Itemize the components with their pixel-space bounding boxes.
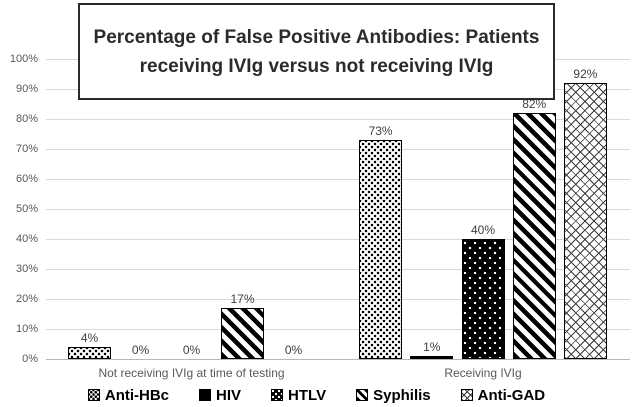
legend-item-htlv: HTLV — [271, 387, 326, 404]
y-axis-tick-label: 100% — [9, 53, 38, 65]
hiv-pattern-swatch-icon — [199, 389, 212, 401]
bar-slot: 0% — [115, 59, 166, 359]
bar-slot: 40% — [457, 59, 508, 359]
x-axis-category-label: Not receiving IVIg at time of testing — [98, 366, 285, 380]
syphilis-pattern-swatch-icon — [356, 389, 369, 401]
chart-title-box: Percentage of False Positive Antibodies:… — [78, 3, 555, 100]
bar-slot: 17% — [217, 59, 268, 359]
bar-value-label: 4% — [80, 331, 99, 345]
y-axis-tick-label: 40% — [15, 233, 38, 245]
bar-syphilis — [221, 308, 264, 359]
legend-label: Syphilis — [373, 386, 431, 404]
legend-label: HIV — [216, 386, 242, 404]
gridline — [46, 329, 630, 330]
y-axis-tick-label: 0% — [22, 353, 38, 365]
gridline — [46, 149, 630, 150]
legend-item-anti-gad: Anti-GAD — [460, 386, 546, 404]
legend-label: Anti-GAD — [477, 386, 546, 404]
bar-slot: 92% — [560, 59, 611, 359]
bar-value-label: 17% — [230, 292, 255, 306]
bar-value-label: 40% — [470, 223, 496, 237]
bar-anti-hbc — [68, 347, 111, 359]
bar-value-label: 0% — [131, 343, 150, 357]
bar-group-not-receiving-ivig-at-time-of-testing: 4% 0% 0% 17% 0% — [64, 59, 319, 359]
bar-value-label: 0% — [182, 343, 201, 357]
bar-slot: 82% — [509, 59, 560, 359]
bar-anti-hbc — [359, 140, 403, 359]
legend-item-hiv: HIV — [199, 387, 241, 404]
bar-anti-gad — [563, 83, 607, 359]
anti-hbc-pattern-swatch-icon — [87, 389, 100, 401]
bar-slot: 1% — [406, 59, 457, 359]
bar-value-label: 92% — [573, 67, 598, 81]
bar-group-receiving-ivig: 73% 1% 40% 82% 92% — [355, 59, 611, 359]
y-axis-tick-label: 80% — [15, 113, 38, 125]
bar-value-label: 1% — [423, 340, 441, 354]
bar-slot: 4% — [64, 59, 115, 359]
bar-slot: 73% — [355, 59, 406, 359]
bar-value-label: 73% — [368, 124, 393, 138]
y-axis-tick-label: 60% — [15, 173, 38, 185]
bar-syphilis — [512, 113, 556, 359]
gridline — [46, 239, 630, 240]
y-axis-tick-label: 50% — [15, 203, 38, 215]
gridline — [46, 299, 630, 300]
y-axis-tick-label: 90% — [15, 83, 38, 95]
bar-slot: 0% — [166, 59, 217, 359]
legend: Anti-HBc HIV HTLV Syphilis Anti-GAD — [0, 385, 633, 405]
htlv-pattern-swatch-icon — [271, 389, 284, 401]
legend-item-anti-hbc: Anti-HBc — [87, 386, 170, 404]
gridline — [46, 269, 630, 270]
anti-gad-pattern-swatch-icon — [460, 389, 473, 401]
gridline — [46, 119, 630, 120]
y-axis-tick-label: 30% — [15, 263, 38, 275]
bar-slot: 0% — [268, 59, 319, 359]
bar-htlv — [461, 239, 505, 359]
legend-label: HTLV — [288, 386, 327, 404]
y-axis-tick-label: 10% — [15, 323, 38, 335]
x-axis-category-label: Receiving IVIg — [444, 366, 522, 380]
legend-label: Anti-HBc — [104, 386, 170, 404]
gridline — [46, 209, 630, 210]
bar-hiv — [410, 356, 454, 359]
bar-value-label: 0% — [284, 343, 303, 357]
legend-item-syphilis: Syphilis — [356, 387, 431, 404]
y-axis-tick-label: 20% — [15, 293, 38, 305]
x-axis-line — [46, 359, 630, 360]
gridline — [46, 179, 630, 180]
y-axis-tick-label: 70% — [15, 143, 38, 155]
chart-title: Percentage of False Positive Antibodies:… — [93, 26, 540, 77]
bar-value-label: 82% — [522, 97, 547, 111]
